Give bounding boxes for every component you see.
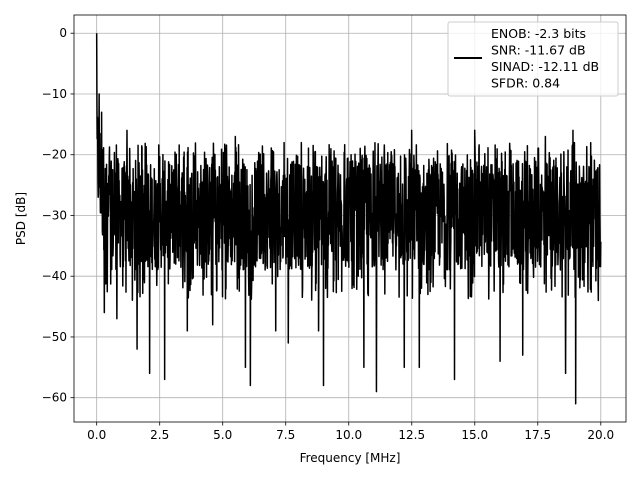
y-tick-label: −50: [42, 330, 67, 344]
x-tick-label: 7.5: [276, 428, 295, 442]
y-tick-label: 0: [59, 26, 67, 40]
y-tick-label: −40: [42, 269, 67, 283]
x-tick-label: 20.0: [587, 428, 614, 442]
x-tick-label: 15.0: [461, 428, 488, 442]
x-tick-label: 5.0: [213, 428, 232, 442]
plot-area: [95, 33, 602, 405]
x-tick-label: 12.5: [398, 428, 425, 442]
legend-entry: ENOB: -2.3 bits: [491, 26, 586, 41]
x-axis-label: Frequency [MHz]: [300, 451, 401, 465]
legend-entry: SINAD: -12.11 dB: [491, 59, 599, 74]
legend-entry: SNR: -11.67 dB: [491, 43, 586, 58]
y-axis: 0 −10 −20 −30 −40 −50 −60: [42, 26, 74, 405]
x-tick-label: 0.0: [87, 428, 106, 442]
y-tick-label: −10: [42, 87, 67, 101]
legend-entry: SFDR: 0.84: [491, 76, 560, 91]
y-tick-label: −60: [42, 391, 67, 405]
x-tick-label: 10.0: [335, 428, 362, 442]
x-axis: 0.0 2.5 5.0 7.5 10.0 12.5 15.0 17.5 20.0: [87, 422, 614, 442]
psd-series-line: [95, 33, 602, 405]
x-tick-label: 17.5: [524, 428, 551, 442]
y-axis-label: PSD [dB]: [14, 192, 28, 245]
legend-box: [447, 21, 619, 97]
y-tick-label: −30: [42, 208, 67, 222]
y-tick-label: −20: [42, 148, 67, 162]
axes-frame: [73, 14, 627, 423]
x-tick-label: 2.5: [150, 428, 169, 442]
